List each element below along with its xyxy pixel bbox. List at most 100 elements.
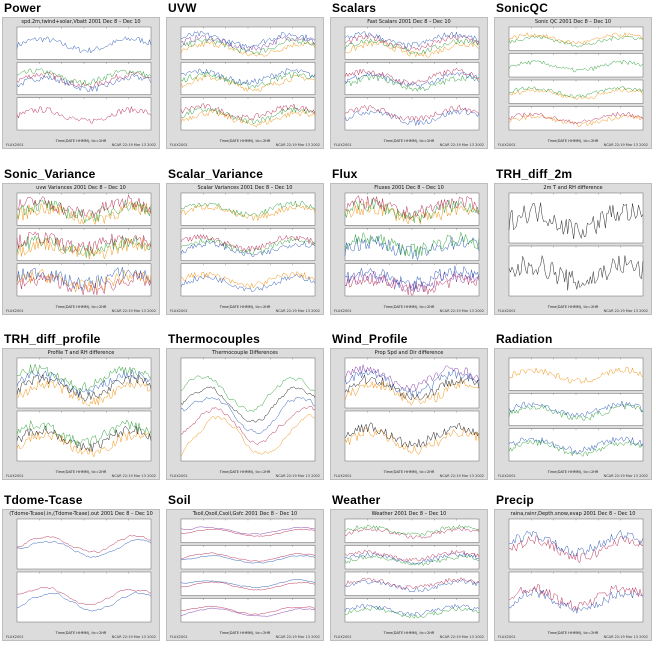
- plot-thumbnail[interactable]: 2m T and RH difference Time(DATE HHMM), t…: [494, 183, 652, 315]
- plot-cell-tdome-tcase[interactable]: Tdome-Tcase (Tdome-Tcase).in,(Tdome-Tcase…: [2, 493, 160, 641]
- series-line: [16, 429, 152, 458]
- series-line: [16, 591, 152, 612]
- footer-right-text: NCAR 22:19 Mar 13 2002: [603, 143, 648, 147]
- plot-label[interactable]: Thermocouples: [168, 332, 260, 346]
- plot-label[interactable]: TRH_diff_profile: [4, 332, 101, 346]
- plot-label[interactable]: Tdome-Tcase: [4, 493, 83, 507]
- series-line: [16, 231, 152, 255]
- plot-cell-radiation[interactable]: Radiation Time(DATE HHMM), tic=2HR FLUX200…: [494, 332, 652, 480]
- plot-label[interactable]: TRH_diff_2m: [496, 167, 573, 181]
- plot-cell-trh_diff_2m[interactable]: TRH_diff_2m 2m T and RH difference Time(DA…: [494, 167, 652, 315]
- plot-label[interactable]: UVW: [168, 1, 197, 15]
- plot-cell-sonicqc[interactable]: SonicQC Sonic QC 2001 Dec 8 – Dec 10 Time(…: [494, 1, 652, 149]
- plot-panel: [344, 410, 480, 462]
- series-line: [16, 378, 152, 407]
- plot-thumbnail[interactable]: Weather 2001 Dec 8 – Dec 10 Time(DATE HHM…: [330, 509, 488, 641]
- series-line: [508, 255, 644, 291]
- plot-thumbnail[interactable]: raina,rainr,Depth.snow,evap 2001 Dec 8 –…: [494, 509, 652, 641]
- series-line: [508, 529, 644, 557]
- series-line: [16, 419, 152, 447]
- plot-label[interactable]: Sonic_Variance: [4, 167, 96, 181]
- plot-thumbnail[interactable]: spd.2m,twind+solar,Vbatt 2001 Dec 8 – De…: [2, 17, 160, 149]
- plot-cell-uvw[interactable]: UVW Time(DATE HHMM), tic=2HR FLUX2001 NCAR …: [166, 1, 324, 149]
- series-line: [344, 270, 480, 293]
- series-line: [344, 108, 480, 127]
- footer-left-text: FLUX2001: [170, 635, 188, 639]
- plot-thumbnail[interactable]: Prop Spd and Dir difference Time(DATE HHM…: [330, 348, 488, 480]
- plot-thumbnail[interactable]: (Tdome-Tcase).in,(Tdome-Tcase).out 2001 …: [2, 509, 160, 641]
- series-line: [344, 235, 480, 261]
- x-axis-label: Time(DATE HHMM), tic=2HR: [383, 139, 435, 143]
- plot-label[interactable]: Power: [4, 1, 42, 15]
- plot-label[interactable]: Weather: [332, 493, 381, 507]
- plot-thumbnail[interactable]: Scalar Variances 2001 Dec 8 – Dec 10 Time…: [166, 183, 324, 315]
- footer-right-text: NCAR 22:19 Mar 13 2002: [439, 474, 484, 478]
- plot-thumbnail[interactable]: Profile T and RH difference Time(DATE HHM…: [2, 348, 160, 480]
- plot-panel: [344, 518, 480, 543]
- plot-label[interactable]: Flux: [332, 167, 358, 181]
- series-line: [344, 526, 480, 540]
- plot-cell-soil[interactable]: Soil Tsoil,Qsoil,Csoil,Gsfc 2001 Dec 8 – …: [166, 493, 324, 641]
- footer-left-text: FLUX2001: [6, 635, 24, 639]
- series-line: [344, 364, 480, 393]
- footer-right-text: NCAR 22:19 Mar 13 2002: [439, 143, 484, 147]
- footer-right-text: NCAR 22:19 Mar 13 2002: [111, 635, 156, 639]
- series-line: [16, 538, 152, 558]
- series-line: [344, 369, 480, 398]
- series-line: [344, 231, 480, 257]
- plot-canvas: [16, 26, 152, 131]
- series-line: [180, 240, 316, 258]
- series-line: [508, 400, 644, 418]
- plot-cell-trh_diff_profile[interactable]: TRH_diff_profile Profile T and RH differe…: [2, 332, 160, 480]
- series-line: [344, 273, 480, 296]
- plot-cell-thermocouples[interactable]: Thermocouples Thermocouple Differences Tim…: [166, 332, 324, 480]
- plot-label[interactable]: Wind_Profile: [332, 332, 408, 346]
- series-line: [508, 59, 644, 73]
- plot-cell-power[interactable]: Power spd.2m,twind+solar,Vbatt 2001 Dec 8…: [2, 1, 160, 149]
- plot-label[interactable]: Precip: [496, 493, 534, 507]
- thumbnail-title: Profile T and RH difference: [47, 350, 115, 356]
- x-axis-label: Time(DATE HHMM), tic=2HR: [547, 631, 599, 635]
- footer-left-text: FLUX2001: [170, 309, 188, 313]
- plot-cell-scalar_variance[interactable]: Scalar_Variance Scalar Variances 2001 Dec…: [166, 167, 324, 315]
- thumbnail-title: Fast Scalars 2001 Dec 8 – Dec 10: [367, 19, 451, 25]
- plot-panel: [180, 228, 316, 261]
- plot-cell-scalars[interactable]: Scalars Fast Scalars 2001 Dec 8 – Dec 10 T…: [330, 1, 488, 149]
- plot-label[interactable]: Scalar_Variance: [168, 167, 264, 181]
- plot-thumbnail[interactable]: Tsoil,Qsoil,Csoil,Gsfc 2001 Dec 8 – Dec …: [166, 509, 324, 641]
- series-line: [508, 87, 644, 101]
- plot-panel: [180, 62, 316, 95]
- plot-thumbnail[interactable]: Thermocouple Differences Time(DATE HHMM),…: [166, 348, 324, 480]
- plot-label[interactable]: Radiation: [496, 332, 553, 346]
- plot-thumbnail[interactable]: Time(DATE HHMM), tic=2HR FLUX2001 NCAR 22:…: [494, 348, 652, 480]
- series-line: [344, 374, 480, 401]
- plot-thumbnail[interactable]: uvw Variances 2001 Dec 8 – Dec 10 Time(DA…: [2, 183, 160, 315]
- series-line: [16, 587, 152, 606]
- series-line: [16, 201, 152, 225]
- plot-thumbnail[interactable]: Fast Scalars 2001 Dec 8 – Dec 10 Time(DAT…: [330, 17, 488, 149]
- series-line: [180, 68, 316, 86]
- series-line: [16, 373, 152, 402]
- series-line: [508, 34, 644, 48]
- plot-canvas: [180, 518, 316, 623]
- plot-cell-wind_profile[interactable]: Wind_Profile Prop Spd and Dir difference T…: [330, 332, 488, 480]
- plot-cell-weather[interactable]: Weather Weather 2001 Dec 8 – Dec 10 Time(D…: [330, 493, 488, 641]
- x-axis-label: Time(DATE HHMM), tic=2HR: [383, 470, 435, 474]
- plot-thumbnail[interactable]: Sonic QC 2001 Dec 8 – Dec 10 Time(DATE HH…: [494, 17, 652, 149]
- plot-thumbnail[interactable]: Time(DATE HHMM), tic=2HR FLUX2001 NCAR 22:…: [166, 17, 324, 149]
- series-line: [344, 33, 480, 52]
- plot-label[interactable]: SonicQC: [496, 1, 549, 15]
- plot-label[interactable]: Scalars: [332, 1, 377, 15]
- plot-cell-precip[interactable]: Precip raina,rainr,Depth.snow,evap 2001 D…: [494, 493, 652, 641]
- plot-thumbnail[interactable]: Fluxes 2001 Dec 8 – Dec 10 Time(DATE HHMM…: [330, 183, 488, 315]
- plot-label[interactable]: Soil: [168, 493, 191, 507]
- series-line: [344, 577, 480, 590]
- thumbnail-title: Scalar Variances 2001 Dec 8 – Dec 10: [197, 185, 293, 191]
- footer-left-text: FLUX2001: [498, 635, 516, 639]
- footer-left-text: FLUX2001: [498, 309, 516, 313]
- plot-canvas: [508, 357, 644, 462]
- series-line: [508, 111, 644, 125]
- plot-cell-flux[interactable]: Flux Fluxes 2001 Dec 8 – Dec 10 Time(DATE …: [330, 167, 488, 315]
- thumbnail-title: Prop Spd and Dir difference: [374, 350, 444, 356]
